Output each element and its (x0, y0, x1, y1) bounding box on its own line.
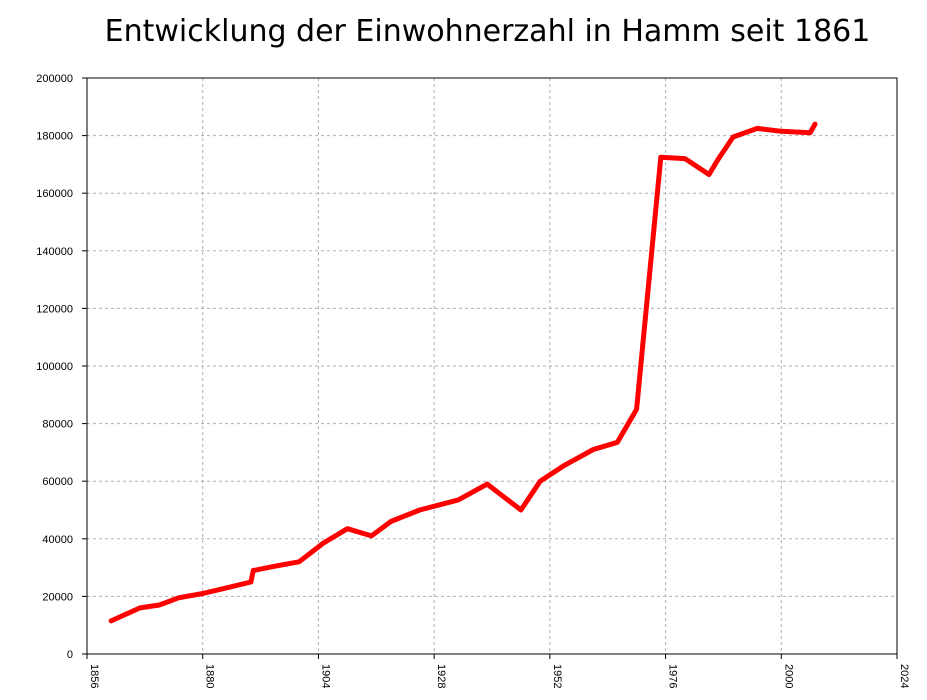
series-line (108, 121, 818, 624)
y-tick-label: 20000 (42, 591, 73, 603)
data-point (718, 158, 720, 160)
data-point (298, 561, 300, 563)
data-point (756, 127, 758, 129)
data-point (616, 441, 618, 443)
y-tick-label: 60000 (42, 476, 73, 488)
data-point (563, 464, 565, 466)
data-point (708, 173, 710, 175)
y-tick-label: 180000 (36, 131, 73, 143)
data-point (419, 509, 421, 511)
data-point (250, 581, 252, 583)
data-point (809, 132, 811, 134)
data-point (322, 542, 324, 544)
y-tick-label: 160000 (36, 188, 73, 200)
data-point (592, 449, 594, 451)
data-point (486, 483, 488, 485)
data-point (139, 607, 141, 609)
data-point (370, 535, 372, 537)
data-point (660, 156, 662, 158)
data-point (457, 499, 459, 501)
data-point (178, 597, 180, 599)
series-layer (108, 121, 818, 624)
x-tick-label: 1856 (88, 664, 100, 688)
x-tick-label: 1904 (319, 664, 331, 688)
x-axis: 1856 1880 1904 1928 1952 1976 2000 2024 (86, 654, 910, 688)
y-tick-label: 80000 (42, 419, 73, 431)
x-tick-label: 1880 (204, 664, 216, 688)
y-tick-label: 100000 (36, 361, 73, 373)
data-point (780, 130, 782, 132)
data-point (684, 158, 686, 160)
y-tick-label: 40000 (42, 534, 73, 546)
data-point (732, 136, 734, 138)
y-tick-label: 200000 (36, 73, 73, 85)
x-tick-label: 1976 (667, 664, 679, 688)
y-axis: 0 20000 40000 60000 80000 100000 120000 140000 1… (36, 73, 87, 661)
data-point (252, 569, 254, 571)
x-tick-label: 2024 (898, 664, 910, 688)
chart-title: Entwicklung der Einwohnerzahl in Hamm se… (104, 14, 871, 49)
data-point (226, 587, 228, 589)
y-tick-label: 0 (67, 649, 73, 661)
x-tick-label: 1952 (551, 664, 563, 688)
data-point (814, 123, 816, 125)
x-tick-label: 1928 (435, 664, 447, 688)
data-point (346, 528, 348, 530)
data-point (274, 565, 276, 567)
data-point (539, 480, 541, 482)
data-point (636, 408, 638, 410)
y-tick-label: 140000 (36, 246, 73, 258)
data-point (110, 620, 112, 622)
data-point (390, 521, 392, 523)
x-tick-label: 2000 (782, 664, 794, 688)
grid (87, 78, 897, 654)
data-point (202, 593, 204, 595)
data-point (520, 509, 522, 511)
y-tick-label: 120000 (36, 303, 73, 315)
data-point (158, 604, 160, 606)
